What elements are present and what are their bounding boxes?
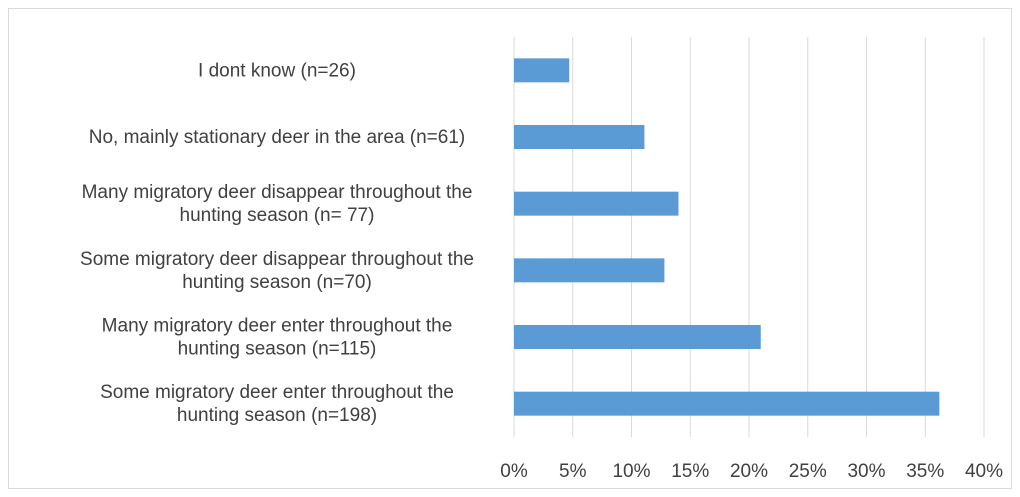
x-tick-label: 0% bbox=[500, 461, 528, 482]
bar bbox=[514, 58, 570, 83]
x-tick-label: 20% bbox=[730, 461, 768, 482]
x-tick-label: 40% bbox=[965, 461, 1003, 482]
bars bbox=[514, 58, 940, 416]
bar bbox=[514, 191, 679, 216]
bar bbox=[514, 325, 761, 349]
category-label: No, mainly stationary deer in the area (… bbox=[89, 127, 466, 148]
x-tick-label: 35% bbox=[906, 461, 944, 482]
category-label: Some migratory deer disappear throughout… bbox=[80, 249, 474, 293]
x-tick-labels: 0% 5% 10% 15% 20% 25% 30% 35% 40% bbox=[500, 461, 1003, 482]
x-tick-label: 10% bbox=[612, 461, 650, 482]
category-label: Some migratory deer enter throughout the… bbox=[100, 382, 454, 426]
category-label: I dont know (n=26) bbox=[198, 60, 356, 81]
x-tick-label: 15% bbox=[671, 461, 709, 482]
gridlines bbox=[513, 37, 985, 437]
x-tick-label: 30% bbox=[847, 461, 885, 482]
x-tick-label: 25% bbox=[789, 461, 827, 482]
bar bbox=[514, 125, 645, 149]
category-label: Many migratory deer enter throughout the… bbox=[102, 316, 453, 360]
category-labels: I dont know (n=26) No, mainly stationary … bbox=[80, 60, 474, 426]
bar bbox=[514, 258, 665, 283]
category-label: Many migratory deer disappear throughout… bbox=[82, 182, 473, 226]
x-tick-label: 5% bbox=[559, 461, 587, 482]
bar bbox=[514, 391, 940, 416]
